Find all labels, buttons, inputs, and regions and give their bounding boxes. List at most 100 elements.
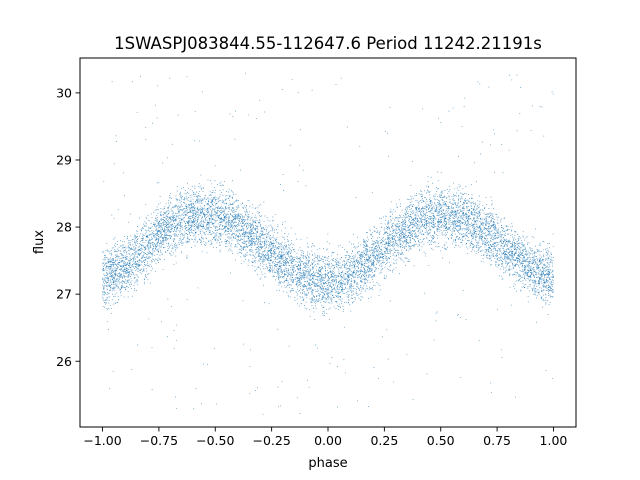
- scatter-point: [436, 171, 438, 173]
- scatter-point: [538, 273, 540, 275]
- scatter-point: [471, 244, 473, 246]
- scatter-point: [334, 276, 336, 278]
- scatter-point: [354, 268, 356, 270]
- scatter-point: [373, 275, 375, 277]
- scatter-point: [464, 214, 465, 216]
- scatter-point: [394, 236, 396, 238]
- scatter-point: [114, 257, 116, 259]
- scatter-point: [127, 246, 129, 248]
- scatter-point: [212, 232, 214, 234]
- scatter-point: [151, 230, 153, 232]
- scatter-point: [377, 242, 379, 243]
- scatter-point: [208, 228, 210, 229]
- scatter-point: [552, 282, 554, 284]
- scatter-point: [429, 244, 430, 245]
- scatter-point: [269, 243, 270, 245]
- scatter-point: [187, 226, 189, 228]
- scatter-point: [296, 238, 298, 240]
- scatter-point: [440, 190, 442, 192]
- scatter-point: [204, 245, 206, 247]
- scatter-point: [278, 260, 280, 262]
- scatter-point: [548, 295, 550, 297]
- scatter-point: [416, 200, 418, 202]
- scatter-point: [300, 286, 301, 288]
- scatter-point: [186, 198, 188, 200]
- scatter-point: [198, 209, 200, 211]
- scatter-point: [314, 296, 316, 298]
- scatter-point: [184, 196, 186, 198]
- scatter-point: [350, 282, 352, 284]
- scatter-point: [407, 245, 409, 247]
- scatter-point: [151, 261, 153, 263]
- scatter-point: [533, 260, 535, 262]
- scatter-point: [514, 230, 515, 232]
- scatter-point: [197, 210, 199, 212]
- scatter-point: [290, 239, 292, 241]
- scatter-point: [220, 213, 222, 215]
- scatter-point: [274, 249, 275, 250]
- scatter-point: [198, 194, 200, 196]
- scatter-point: [262, 252, 264, 254]
- scatter-point: [365, 252, 367, 254]
- scatter-point: [534, 283, 536, 285]
- scatter-point: [153, 235, 154, 236]
- scatter-point: [357, 276, 359, 278]
- scatter-point: [390, 240, 392, 241]
- scatter-point: [510, 253, 512, 254]
- scatter-point: [247, 215, 249, 217]
- scatter-point: [550, 260, 551, 262]
- scatter-point: [495, 264, 497, 265]
- scatter-point: [179, 211, 181, 213]
- scatter-point: [248, 238, 250, 240]
- scatter-point: [552, 246, 554, 248]
- scatter-point: [351, 298, 353, 300]
- scatter-point: [461, 237, 463, 239]
- scatter-point: [547, 263, 549, 265]
- scatter-point: [442, 234, 444, 236]
- scatter-point: [467, 212, 469, 213]
- scatter-point: [353, 259, 355, 261]
- scatter-point: [307, 251, 309, 253]
- scatter-point: [215, 237, 217, 239]
- scatter-point: [226, 246, 228, 248]
- scatter-point: [530, 253, 532, 255]
- scatter-point: [385, 256, 387, 257]
- scatter-point: [174, 250, 176, 252]
- scatter-point: [448, 207, 449, 209]
- scatter-point: [128, 281, 130, 283]
- scatter-point: [523, 268, 525, 270]
- scatter-point: [332, 270, 334, 272]
- scatter-point: [437, 211, 439, 213]
- scatter-point: [424, 207, 426, 209]
- scatter-point: [107, 273, 109, 275]
- scatter-point: [344, 265, 346, 267]
- scatter-point: [417, 226, 419, 228]
- scatter-point: [266, 243, 268, 245]
- scatter-point: [158, 248, 160, 250]
- scatter-point: [301, 290, 303, 292]
- scatter-point: [315, 272, 317, 273]
- scatter-point: [366, 274, 368, 276]
- scatter-point: [324, 263, 326, 265]
- scatter-point: [208, 229, 210, 231]
- scatter-point: [433, 219, 435, 221]
- scatter-point: [145, 216, 147, 218]
- scatter-point: [245, 223, 247, 224]
- scatter-point: [519, 242, 521, 244]
- scatter-point: [415, 209, 417, 211]
- scatter-point: [329, 272, 331, 274]
- scatter-point: [410, 224, 412, 226]
- scatter-point: [382, 233, 384, 235]
- scatter-point: [393, 243, 395, 245]
- scatter-point: [156, 249, 158, 251]
- scatter-point: [363, 278, 365, 280]
- scatter-point: [270, 271, 272, 273]
- scatter-point: [159, 236, 161, 237]
- scatter-point: [368, 267, 370, 269]
- scatter-point: [551, 271, 553, 273]
- scatter-point: [126, 237, 128, 239]
- scatter-point: [160, 219, 162, 221]
- scatter-point: [336, 277, 338, 279]
- scatter-point: [533, 280, 535, 282]
- scatter-point: [397, 226, 399, 228]
